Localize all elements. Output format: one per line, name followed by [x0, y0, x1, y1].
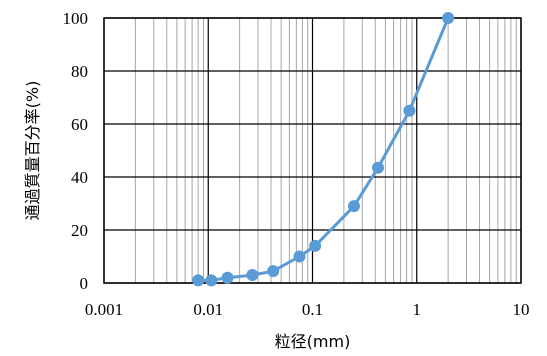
data-point — [192, 274, 205, 287]
data-point — [205, 274, 218, 287]
y-tick-label: 80 — [71, 62, 88, 81]
data-point — [267, 265, 280, 278]
x-axis-title: 粒径(mm) — [275, 332, 351, 351]
plot-area-frame — [103, 17, 522, 284]
data-point — [347, 200, 360, 213]
y-axis-title: 通過質量百分率(%) — [23, 81, 42, 221]
data-point — [309, 239, 322, 252]
x-tick-label: 0.1 — [302, 300, 323, 319]
data-point — [442, 12, 455, 24]
y-tick-label: 60 — [71, 115, 88, 134]
x-tick-label: 0.01 — [193, 300, 223, 319]
x-tick-label: 0.001 — [85, 300, 123, 319]
x-axis-tick-labels: 0.001 0.01 0.1 1 10 — [85, 300, 530, 319]
data-point — [246, 269, 259, 282]
y-axis-tick-labels: 0 20 40 60 80 100 — [63, 9, 89, 293]
data-point — [403, 104, 416, 117]
y-tick-label: 0 — [80, 274, 89, 293]
x-tick-label: 10 — [513, 300, 530, 319]
minor-gridlines — [134, 18, 517, 283]
y-tick-label: 100 — [63, 9, 89, 28]
y-tick-label: 20 — [71, 221, 88, 240]
data-point — [293, 250, 306, 263]
data-point — [372, 161, 385, 174]
series-layer — [192, 12, 455, 287]
series-line — [198, 17, 450, 282]
x-tick-label: 1 — [413, 300, 422, 319]
y-tick-label: 40 — [71, 168, 88, 187]
data-point — [221, 271, 234, 284]
